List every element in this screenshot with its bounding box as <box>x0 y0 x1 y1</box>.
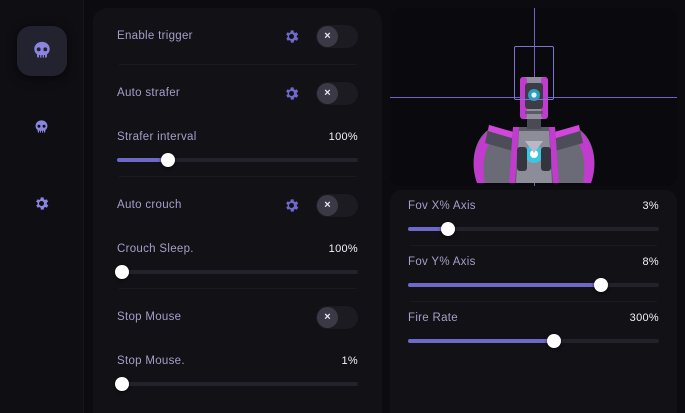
row-label: Stop Mouse <box>117 311 182 323</box>
toggle-auto-strafer[interactable]: × <box>316 81 358 105</box>
slider-value: 1% <box>341 355 358 367</box>
close-icon: × <box>317 82 338 104</box>
toggle-stop-mouse[interactable]: × <box>316 305 358 329</box>
options-panel: Enable trigger × Auto strafer <box>93 8 382 413</box>
toggle-auto-crouch[interactable]: × <box>316 193 358 217</box>
slider-label: Crouch Sleep. <box>117 243 194 255</box>
slider-value: 100% <box>328 131 358 143</box>
slider-track[interactable] <box>408 222 659 236</box>
robot-character <box>473 77 594 183</box>
slider-label: Strafer interval <box>117 131 197 143</box>
slider-thumb[interactable] <box>114 377 129 391</box>
slider-fov-y-axis: Fov Y% Axis 8% <box>408 246 659 301</box>
sidebar-item-aim-skull[interactable] <box>16 26 67 76</box>
close-icon: × <box>317 194 338 216</box>
slider-value: 300% <box>629 312 659 324</box>
slider-value: 8% <box>642 256 659 268</box>
row-auto-strafer: Auto strafer × <box>117 65 358 121</box>
slider-track[interactable] <box>408 278 659 292</box>
skull-icon <box>33 119 50 136</box>
slider-label: Fov Y% Axis <box>408 256 476 268</box>
slider-value: 100% <box>328 243 358 255</box>
divider <box>119 64 356 65</box>
slider-thumb[interactable] <box>441 222 456 236</box>
slider-fill <box>117 158 168 162</box>
close-icon: × <box>317 25 338 47</box>
gear-icon[interactable] <box>283 197 300 214</box>
slider-track[interactable] <box>114 265 358 279</box>
row-enable-trigger: Enable trigger × <box>117 8 358 64</box>
slider-header: Strafer interval 100% <box>117 131 358 143</box>
slider-header: Fov Y% Axis 8% <box>408 256 659 268</box>
row-label: Enable trigger <box>117 30 193 42</box>
slider-value: 3% <box>642 200 659 212</box>
row-label: Auto strafer <box>117 87 181 99</box>
slider-fill <box>408 339 554 343</box>
slider-track[interactable] <box>114 377 358 391</box>
row-controls: × <box>316 305 358 329</box>
slider-label: Stop Mouse. <box>117 355 185 367</box>
slider-header: Fov X% Axis 3% <box>408 200 659 212</box>
slider-thumb[interactable] <box>160 153 175 167</box>
toggle-enable-trigger[interactable]: × <box>316 24 358 48</box>
character-preview <box>390 8 677 186</box>
slider-thumb[interactable] <box>546 334 561 348</box>
slider-label: Fov X% Axis <box>408 200 476 212</box>
skull-icon <box>31 40 53 62</box>
close-icon: × <box>317 306 338 328</box>
row-auto-crouch: Auto crouch × <box>117 177 358 233</box>
slider-header: Fire Rate 300% <box>408 312 659 324</box>
slider-fill <box>408 283 602 287</box>
slider-stop-mouse: Stop Mouse. 1% <box>114 345 358 400</box>
row-label: Auto crouch <box>117 199 182 211</box>
slider-track[interactable] <box>408 334 659 348</box>
slider-thumb[interactable] <box>594 278 609 292</box>
divider <box>410 301 657 302</box>
sidebar-item-trigger-skull[interactable] <box>17 102 67 152</box>
divider <box>410 245 657 246</box>
slider-fov-x-axis: Fov X% Axis 3% <box>408 190 659 245</box>
slider-crouch-sleep: Crouch Sleep. 100% <box>114 233 358 288</box>
slider-strafer-interval: Strafer interval 100% <box>117 121 358 176</box>
slider-track[interactable] <box>117 153 358 167</box>
divider <box>119 176 356 177</box>
slider-header: Stop Mouse. 1% <box>117 355 358 367</box>
gear-icon[interactable] <box>283 85 300 102</box>
row-controls: × <box>283 193 358 217</box>
slider-header: Crouch Sleep. 100% <box>117 243 358 255</box>
sidebar-item-settings[interactable] <box>17 178 67 228</box>
row-controls: × <box>283 81 358 105</box>
gear-icon <box>33 195 50 212</box>
sidebar <box>0 0 84 413</box>
row-stop-mouse: Stop Mouse × <box>117 289 358 345</box>
head-target-box <box>513 46 554 100</box>
gear-icon[interactable] <box>283 28 300 45</box>
slider-fill <box>408 227 449 231</box>
slider-thumb[interactable] <box>114 265 129 279</box>
fov-panel: Fov X% Axis 3% Fov Y% Axis 8% Fire Rate <box>390 190 677 413</box>
divider <box>119 288 356 289</box>
row-controls: × <box>283 24 358 48</box>
slider-fire-rate: Fire Rate 300% <box>408 302 659 357</box>
slider-label: Fire Rate <box>408 312 458 324</box>
